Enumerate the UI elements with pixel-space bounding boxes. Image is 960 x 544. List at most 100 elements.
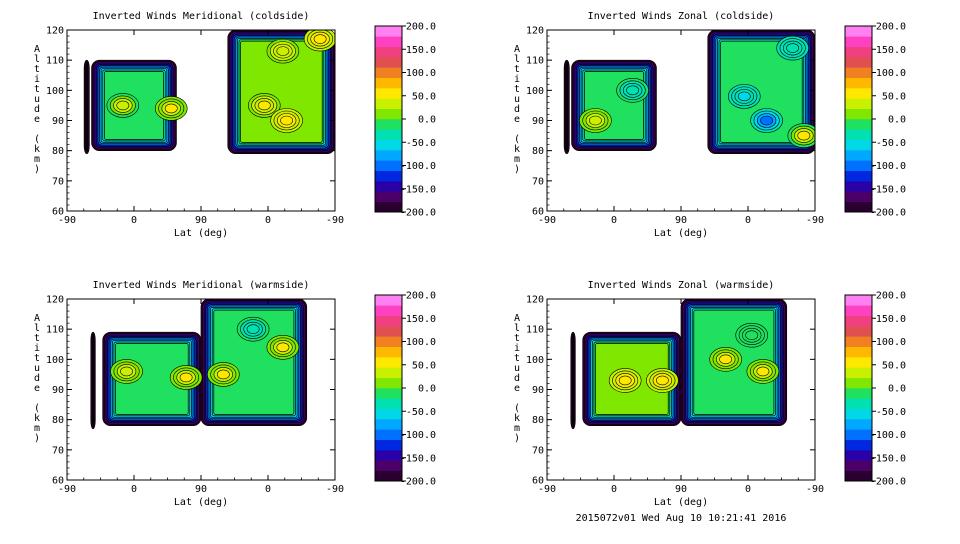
colorbar-tick-label: 200.0 xyxy=(406,22,436,33)
colorbar-swatch xyxy=(845,388,872,399)
y-axis-label-char: l xyxy=(514,323,520,334)
colorbar-swatch xyxy=(845,181,872,192)
colorbar-tick-label: 50.0 xyxy=(412,91,436,102)
y-tick-label: 100 xyxy=(526,86,544,97)
contour-feature-1 xyxy=(169,365,203,390)
colorbar: 200.0 150.0 100.0 50.0 0.0 -50.0 -100.0 -150.0 -… xyxy=(374,22,436,219)
colorbar-swatch xyxy=(375,26,402,37)
colorbar-swatch xyxy=(845,450,872,461)
colorbar-swatch xyxy=(375,398,402,409)
colorbar-swatch xyxy=(375,98,402,109)
contour-feature-5 xyxy=(787,123,815,148)
y-axis-label-char: t xyxy=(514,84,520,95)
y-axis-label-char: e xyxy=(34,383,40,394)
colorbar-tick-label: 100.0 xyxy=(876,68,906,79)
y-axis-label-char: t xyxy=(514,64,520,75)
x-tick-label: 90 xyxy=(675,215,687,226)
y-axis-label-char: ) xyxy=(34,164,40,175)
contour-region-0 xyxy=(90,331,96,430)
colorbar-swatch xyxy=(845,201,872,213)
contour-feature-3 xyxy=(750,108,783,133)
contour-ring xyxy=(179,372,193,383)
contour-ring xyxy=(655,375,669,386)
contour-region-2 xyxy=(707,30,815,155)
y-tick-label: 60 xyxy=(532,476,544,487)
colorbar-tick-label: 50.0 xyxy=(882,360,906,371)
contour-ring xyxy=(737,91,751,102)
y-tick-label: 70 xyxy=(52,445,64,456)
colorbar-swatch xyxy=(845,139,872,151)
colorbar: 200.0 150.0 100.0 50.0 0.0 -50.0 -100.0 -150.0 -… xyxy=(374,291,436,488)
y-axis-label-char: A xyxy=(514,313,520,324)
colorbar-tick-label: 150.0 xyxy=(876,45,906,56)
contour-ring xyxy=(797,130,811,141)
contour-feature-4 xyxy=(236,316,270,342)
x-tick-label: -90 xyxy=(538,484,556,495)
contour-level xyxy=(86,71,88,143)
colorbar-tick-label: -50.0 xyxy=(876,407,906,418)
y-tick-label: 100 xyxy=(46,86,64,97)
y-axis-label-char: u xyxy=(514,363,520,374)
colorbar-swatch xyxy=(375,150,402,161)
colorbar-swatch xyxy=(375,295,402,306)
y-axis-label-char: ( xyxy=(34,134,40,145)
contour-field xyxy=(563,30,815,155)
contour-ring xyxy=(626,85,640,96)
contour-feature-0 xyxy=(579,108,612,133)
colorbar-tick-label: -50.0 xyxy=(406,407,436,418)
contour-feature-1 xyxy=(646,368,679,393)
colorbar-swatch xyxy=(845,460,872,471)
colorbar-swatch xyxy=(375,326,402,337)
contour-feature-4 xyxy=(776,35,809,61)
x-tick-label: 0 xyxy=(131,215,137,226)
colorbar-swatch xyxy=(375,46,402,58)
colorbar-swatch xyxy=(375,346,402,358)
chart-panel-1: Inverted Winds Zonal (coldside) -90 0 90 0 -9… xyxy=(514,11,906,239)
chart-panel-2: Inverted Winds Meridional (warmside) -90 0… xyxy=(34,280,436,508)
colorbar-tick-label: -200.0 xyxy=(870,477,906,488)
colorbar-swatch xyxy=(375,439,402,451)
y-tick-label: 100 xyxy=(526,355,544,366)
x-tick-label: 0 xyxy=(131,484,137,495)
y-tick-label: 70 xyxy=(532,445,544,456)
colorbar-swatch xyxy=(845,170,872,182)
y-tick-label: 80 xyxy=(52,415,64,426)
contour-feature-2 xyxy=(727,84,761,109)
contour-field xyxy=(570,299,788,430)
y-axis-label-char: ) xyxy=(514,433,520,444)
contour-feature-5 xyxy=(303,30,335,52)
x-tick-label: 0 xyxy=(611,215,617,226)
colorbar-swatch xyxy=(375,57,402,68)
y-tick-label: 60 xyxy=(52,476,64,487)
chart-title: Inverted Winds Zonal (warmside) xyxy=(588,280,775,291)
colorbar-swatch xyxy=(845,191,872,202)
contour-ring xyxy=(618,375,632,386)
colorbar-tick-label: 50.0 xyxy=(412,360,436,371)
y-axis-label-char: e xyxy=(34,114,40,125)
colorbar-swatch xyxy=(375,119,402,130)
contour-feature-3 xyxy=(266,334,300,360)
colorbar-swatch xyxy=(845,98,872,109)
colorbar-tick-label: -150.0 xyxy=(400,184,436,195)
colorbar-swatch xyxy=(375,67,402,78)
y-tick-label: 60 xyxy=(52,207,64,218)
y-tick-label: 110 xyxy=(46,56,64,67)
y-axis-label-char: i xyxy=(34,343,40,354)
contour-field xyxy=(90,299,308,430)
y-axis-label-char: m xyxy=(34,154,40,165)
y-tick-label: 110 xyxy=(46,325,64,336)
colorbar-swatch xyxy=(375,305,402,316)
colorbar-tick-label: 200.0 xyxy=(406,291,436,302)
contour-feature-3 xyxy=(746,359,780,384)
contour-level xyxy=(92,343,95,418)
contour-ring xyxy=(756,366,770,377)
y-axis-label-char: k xyxy=(34,413,40,424)
chart-title: Inverted Winds Meridional (coldside) xyxy=(93,11,310,22)
y-tick-label: 80 xyxy=(532,146,544,157)
colorbar-swatch xyxy=(375,377,402,389)
colorbar-tick-label: -200.0 xyxy=(400,208,436,219)
contour-region-0 xyxy=(570,331,576,430)
y-axis-label-char: l xyxy=(34,323,40,334)
colorbar-swatch xyxy=(375,450,402,461)
